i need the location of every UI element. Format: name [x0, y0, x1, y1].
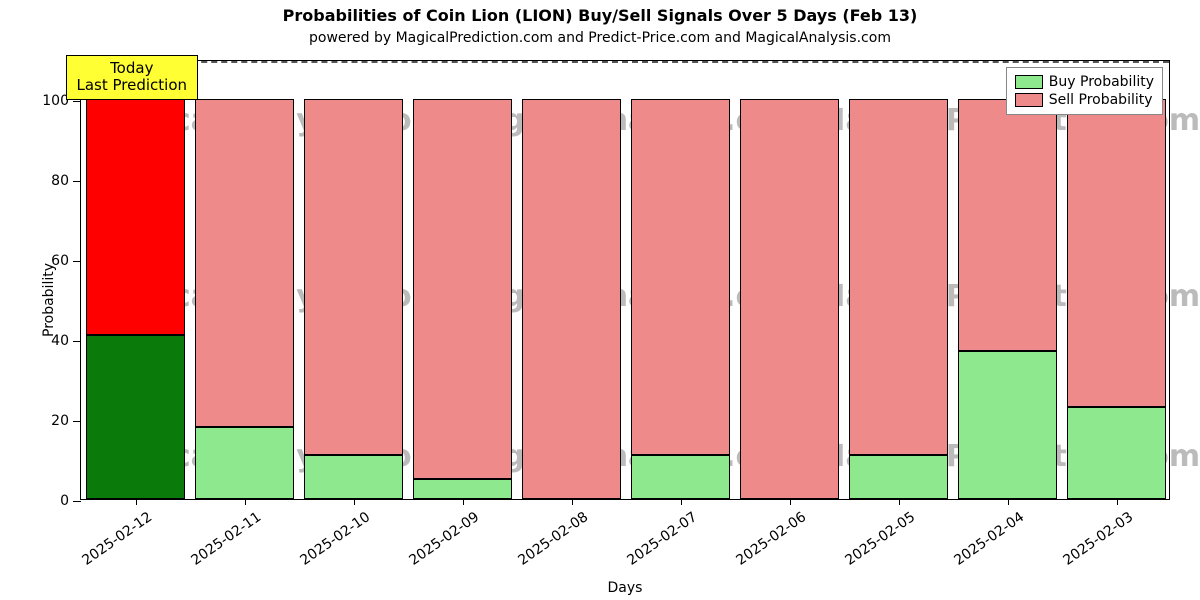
legend-item: Buy Probability [1015, 74, 1154, 90]
x-tick-label: 2025-02-12 [64, 509, 155, 579]
x-tick [1008, 499, 1009, 505]
x-tick-label: 2025-02-08 [500, 509, 591, 579]
x-tick [899, 499, 900, 505]
x-tick-label: 2025-02-10 [282, 509, 373, 579]
legend: Buy Probability Sell Probability [1006, 67, 1163, 115]
y-tick-label: 60 [51, 253, 69, 269]
bar-segment-buy [86, 335, 184, 499]
x-tick [245, 499, 246, 505]
x-tick [463, 499, 464, 505]
bar [631, 99, 729, 499]
plot-area: MagicalAnalysis.com MagicalAnalysis.com … [80, 60, 1170, 500]
annotation-line: Last Prediction [77, 77, 188, 94]
x-tick-label: 2025-02-11 [173, 509, 264, 579]
bar-segment-sell [1067, 99, 1165, 407]
legend-item: Sell Probability [1015, 92, 1154, 108]
bar [413, 99, 511, 499]
bar-segment-sell [195, 99, 293, 427]
x-tick-label: 2025-02-06 [718, 509, 809, 579]
legend-label: Buy Probability [1049, 74, 1154, 90]
x-tick [354, 499, 355, 505]
y-tick [73, 341, 81, 342]
y-tick [73, 261, 81, 262]
x-tick-label: 2025-02-03 [1045, 509, 1136, 579]
x-tick [1117, 499, 1118, 505]
bar [849, 99, 947, 499]
x-tick-label: 2025-02-07 [609, 509, 700, 579]
x-tick [790, 499, 791, 505]
y-tick [73, 501, 81, 502]
bar [958, 99, 1056, 499]
bar-segment-sell [304, 99, 402, 455]
bar-segment-sell [958, 99, 1056, 351]
bar-segment-sell [849, 99, 947, 455]
legend-swatch [1015, 93, 1043, 107]
bar-segment-buy [631, 455, 729, 499]
bar-segment-buy [195, 427, 293, 499]
bar-segment-sell [522, 99, 620, 499]
x-tick-label: 2025-02-09 [391, 509, 482, 579]
x-axis-label: Days [80, 580, 1170, 596]
today-annotation: TodayLast Prediction [66, 55, 199, 100]
bar-segment-sell [86, 99, 184, 335]
y-tick [73, 101, 81, 102]
bar-segment-sell [740, 99, 838, 499]
bar [86, 99, 184, 499]
y-tick [73, 421, 81, 422]
bar-segment-buy [1067, 407, 1165, 499]
bar-segment-buy [958, 351, 1056, 499]
bar [1067, 99, 1165, 499]
x-tick-label: 2025-02-05 [827, 509, 918, 579]
legend-swatch [1015, 75, 1043, 89]
chart-subtitle: powered by MagicalPrediction.com and Pre… [0, 30, 1200, 46]
bar [740, 99, 838, 499]
bar-segment-buy [413, 479, 511, 499]
bar-segment-sell [631, 99, 729, 455]
y-axis-label: Probability [41, 263, 57, 337]
chart-title: Probabilities of Coin Lion (LION) Buy/Se… [0, 6, 1200, 25]
bar [195, 99, 293, 499]
bar-segment-buy [304, 455, 402, 499]
bar [304, 99, 402, 499]
y-tick-label: 40 [51, 333, 69, 349]
x-tick [681, 499, 682, 505]
bar-segment-sell [413, 99, 511, 479]
y-tick-label: 20 [51, 413, 69, 429]
annotation-line: Today [77, 60, 188, 77]
reference-line [81, 61, 1169, 63]
x-tick [136, 499, 137, 505]
y-tick [73, 181, 81, 182]
bar-segment-buy [849, 455, 947, 499]
chart-container: Probabilities of Coin Lion (LION) Buy/Se… [0, 0, 1200, 600]
x-tick [572, 499, 573, 505]
y-tick-label: 80 [51, 173, 69, 189]
bar [522, 99, 620, 499]
legend-label: Sell Probability [1049, 92, 1153, 108]
y-tick-label: 0 [60, 493, 69, 509]
x-tick-label: 2025-02-04 [936, 509, 1027, 579]
